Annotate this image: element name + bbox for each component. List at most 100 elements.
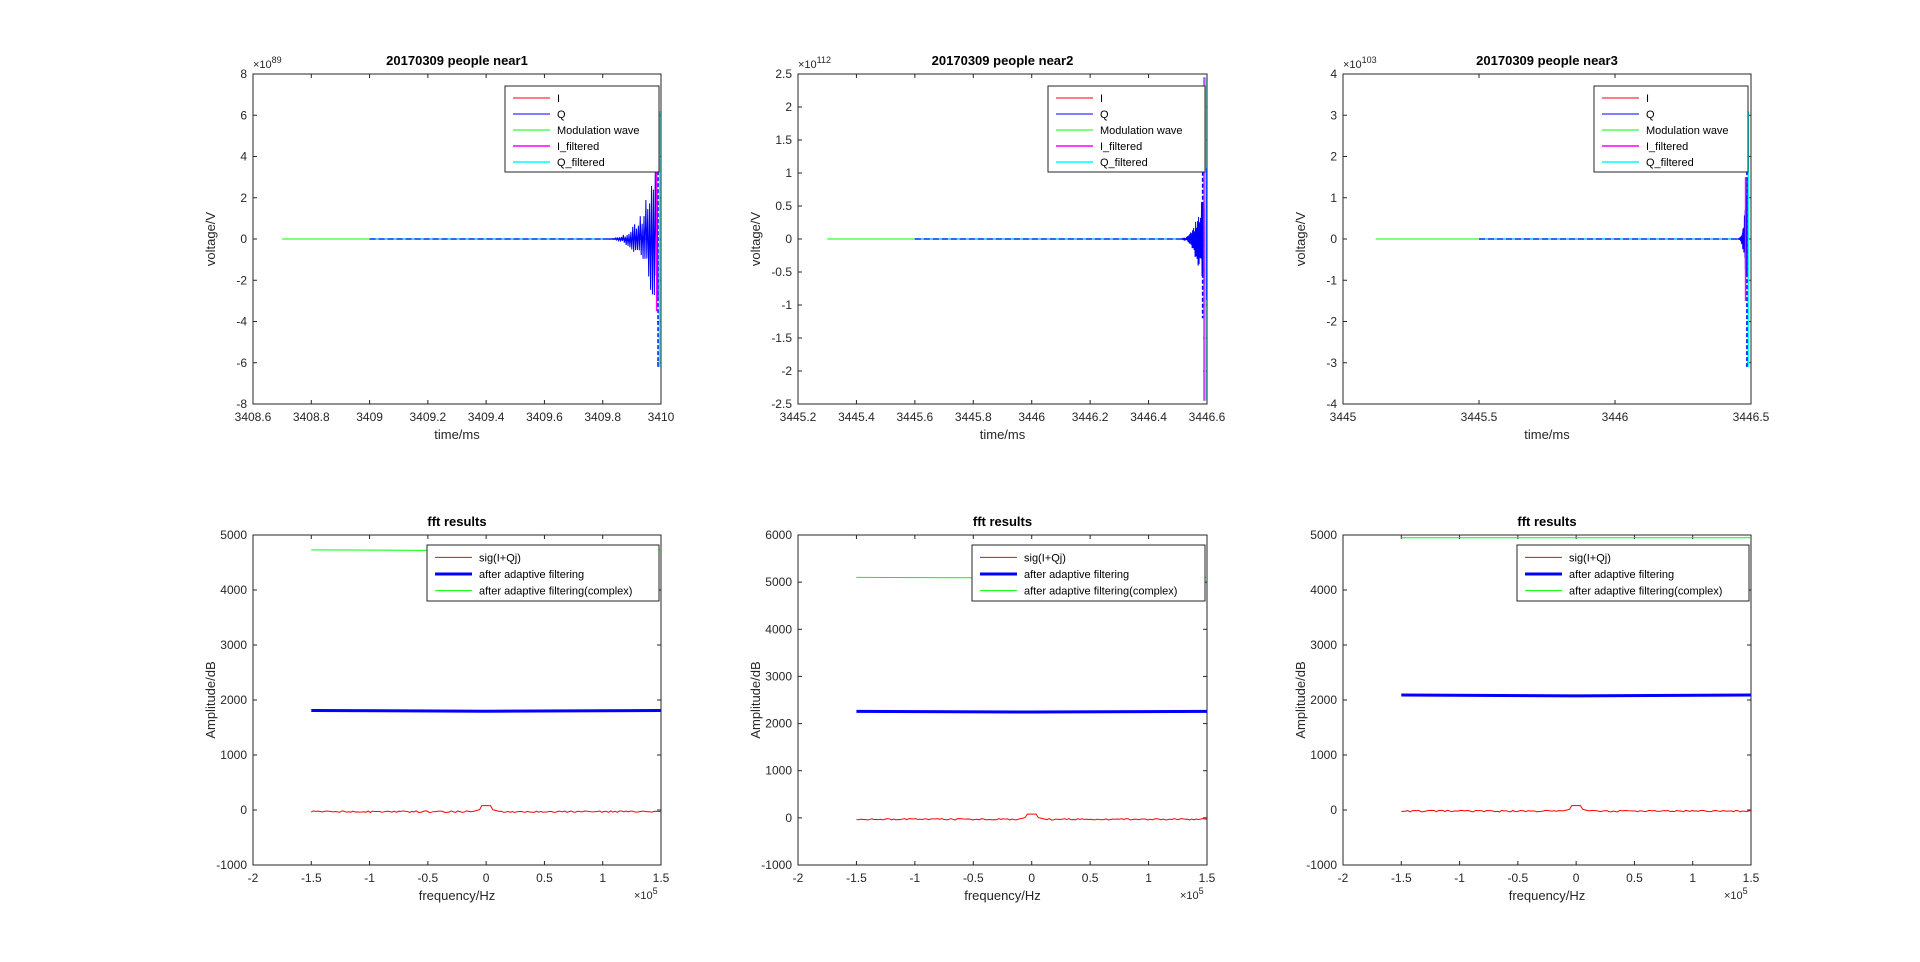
chart-ax6: -2 -1.5 -1 -0.5 0 0.5 1 1.5 -1000 0 1000 2000 3000 40…: [1293, 514, 1760, 903]
legend-entry: I: [1100, 93, 1103, 105]
legend-entry: after adaptive filtering(complex): [1569, 586, 1722, 598]
legend-entry: sig(I+Qj): [479, 552, 521, 564]
x-tick-label: 3445: [1330, 410, 1357, 424]
legend: IQ Modulation wave I_filtered Q_filtered: [504, 85, 660, 173]
series-group: [1401, 537, 1752, 813]
y-tick-label: 2000: [220, 693, 247, 707]
series-line-after-adaptive-filtering: [311, 708, 662, 713]
legend-box: [1593, 85, 1749, 173]
y-tick-label: -2: [781, 364, 792, 378]
y-tick-label: 5000: [1310, 528, 1337, 542]
y-tick-label: -6: [236, 356, 247, 370]
x-axis-label: frequency/Hz: [1509, 888, 1586, 903]
y-tick-label: -3: [1326, 356, 1337, 370]
series-line-sig-i-qj-: [856, 813, 1208, 821]
legend-box: [1047, 85, 1206, 173]
y-tick-label: 2: [785, 100, 792, 114]
y-tick-label: 0: [1330, 803, 1337, 817]
y-tick-label: 5000: [220, 528, 247, 542]
series-line-sig-i-qj-: [311, 805, 662, 814]
chart-ax4: -2 -1.5 -1 -0.5 0 0.5 1 1.5 -1000 0 1000 2000 3000 40…: [203, 514, 670, 903]
legend-entry: I_filtered: [1100, 141, 1142, 153]
legend: IQ Modulation wave I_filtered Q_filtered: [1047, 85, 1206, 173]
x-tick-label: 3446.4: [1130, 410, 1167, 424]
y-axis-label: voltage/V: [1293, 212, 1308, 267]
y-exponent-label: ×10112: [798, 55, 831, 71]
chart-ax3: 3445 3445.5 3446 3446.5 -4 -3 -2 -1 0 1 2 3 4 2017030…: [1293, 53, 1770, 442]
y-tick-label: 1000: [1310, 748, 1337, 762]
x-exponent-label: ×105: [1180, 886, 1204, 902]
legend-entry: after adaptive filtering: [1569, 569, 1674, 581]
y-tick-label: -4: [1326, 397, 1337, 411]
x-tick-label: 3409.6: [526, 410, 563, 424]
series-line-after-adaptive-filtering: [1401, 693, 1752, 698]
x-axis-label: time/ms: [1524, 427, 1570, 442]
y-tick-label: 3: [1330, 108, 1337, 122]
x-tick-label: 3446: [1602, 410, 1629, 424]
x-exponent-label: ×105: [1724, 886, 1748, 902]
y-tick-label: 8: [240, 67, 247, 81]
y-tick-label: 5000: [765, 575, 792, 589]
y-tick-label: 2.5: [775, 67, 792, 81]
y-tick-label: 1: [785, 166, 792, 180]
legend-entry: Modulation wave: [1646, 125, 1729, 137]
y-tick-label: -8: [236, 397, 247, 411]
y-tick-label: 1.5: [775, 133, 792, 147]
y-tick-label: 2000: [1310, 693, 1337, 707]
series-line-sig-i-qj-: [1401, 805, 1752, 813]
y-tick-label: -1000: [761, 858, 792, 872]
chart-title: fft results: [973, 514, 1032, 529]
y-tick-label: -1: [781, 298, 792, 312]
series-group: [827, 77, 1208, 401]
chart-title: 20170309 people near3: [1476, 53, 1618, 68]
x-tick-label: 1: [599, 871, 606, 885]
x-tick-label: -0.5: [1508, 871, 1529, 885]
x-tick-label: -0.5: [963, 871, 984, 885]
y-tick-label: -1000: [1306, 858, 1337, 872]
x-tick-label: 0: [483, 871, 490, 885]
y-exponent-label: ×1089: [253, 55, 282, 71]
chart-ax1: 3408.6 3408.8 3409 3409.2 3409.4 3409.6 3409.8…: [203, 53, 675, 442]
legend-entry: after adaptive filtering(complex): [479, 586, 632, 598]
x-tick-label: 1.5: [653, 871, 670, 885]
x-tick-label: 3409.4: [468, 410, 505, 424]
x-tick-label: 0: [1028, 871, 1035, 885]
x-tick-label: 0.5: [1082, 871, 1099, 885]
legend-entry: Modulation wave: [1100, 125, 1183, 137]
x-tick-label: 3445.2: [780, 410, 817, 424]
chart-title: fft results: [1517, 514, 1576, 529]
legend: IQ Modulation wave I_filtered Q_filtered: [1593, 85, 1749, 173]
y-tick-label: 3000: [220, 638, 247, 652]
y-tick-label: 6: [240, 108, 247, 122]
x-tick-label: -2: [793, 871, 804, 885]
x-tick-label: -1: [364, 871, 375, 885]
chart-title: fft results: [427, 514, 486, 529]
y-tick-label: 1000: [220, 748, 247, 762]
x-tick-label: 3445.8: [955, 410, 992, 424]
legend-entry: Q: [557, 109, 566, 121]
y-tick-label: -2: [236, 273, 247, 287]
x-tick-label: -2: [248, 871, 259, 885]
x-tick-label: 3410: [648, 410, 675, 424]
series-burst: [602, 169, 659, 301]
x-axis-label: time/ms: [980, 427, 1026, 442]
y-tick-label: 0: [785, 811, 792, 825]
legend-entry: after adaptive filtering: [479, 569, 584, 581]
x-tick-label: -1: [910, 871, 921, 885]
y-tick-label: -2: [1326, 315, 1337, 329]
y-axis-label: Amplitude/dB: [748, 661, 763, 738]
y-tick-label: -1.5: [771, 331, 792, 345]
legend-entry: Q_filtered: [557, 157, 605, 169]
legend-entry: after adaptive filtering: [1024, 569, 1129, 581]
x-tick-label: 3446.2: [1072, 410, 1109, 424]
x-tick-label: -1.5: [1391, 871, 1412, 885]
legend-entry: I: [557, 93, 560, 105]
chart-ax5: -2 -1.5 -1 -0.5 0 0.5 1 1.5 -1000 0 1000 2000 3000 40…: [748, 514, 1216, 903]
y-tick-label: 4000: [765, 622, 792, 636]
x-tick-label: 3446.5: [1733, 410, 1770, 424]
y-tick-label: 1000: [765, 764, 792, 778]
y-tick-label: -0.5: [771, 265, 792, 279]
legend-entry: I_filtered: [557, 141, 599, 153]
y-tick-label: 2000: [765, 717, 792, 731]
x-axis-label: frequency/Hz: [419, 888, 496, 903]
